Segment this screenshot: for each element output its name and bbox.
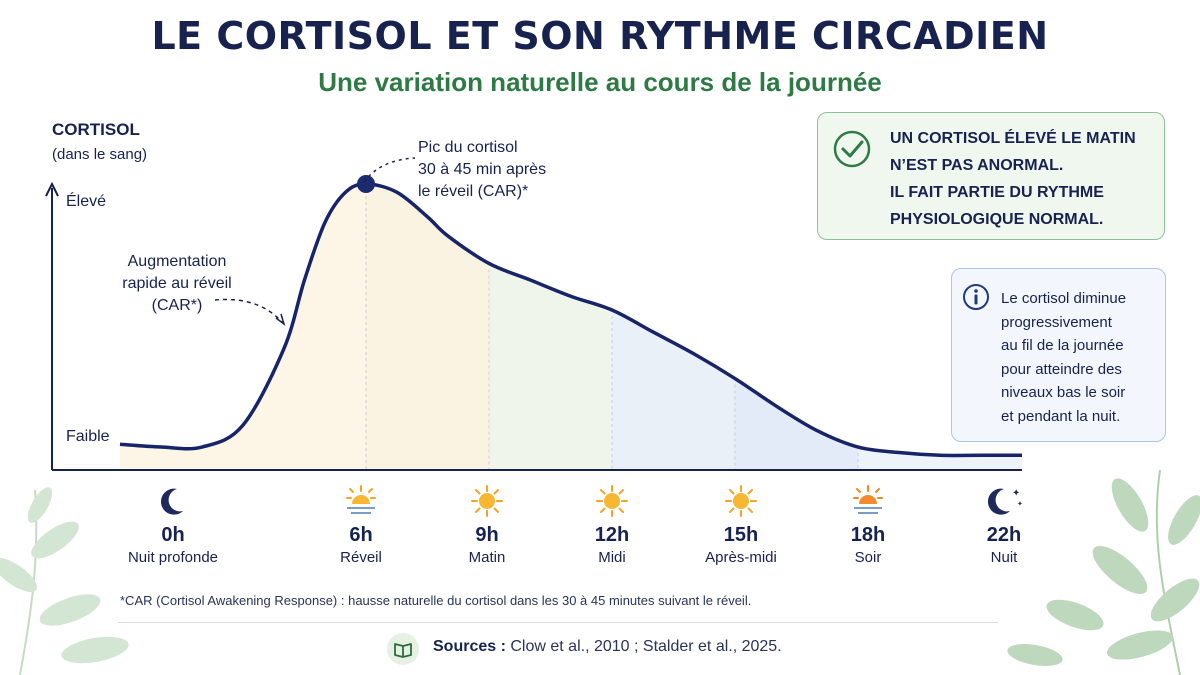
rise-annotation: Augmentation rapide au réveil (CAR*) bbox=[112, 251, 242, 317]
sun-icon bbox=[467, 484, 507, 518]
x-tick-period: Midi bbox=[598, 549, 626, 566]
moon-stars-icon: ✦ ✦ bbox=[984, 484, 1024, 518]
y-level-low: Faible bbox=[66, 428, 110, 445]
annotation-line: Augmentation bbox=[127, 253, 227, 270]
check-circle-icon bbox=[833, 130, 871, 168]
annotation-line: 30 à 45 min après bbox=[418, 161, 547, 178]
time-dividers bbox=[365, 190, 859, 470]
x-tick-hour: 22h bbox=[986, 524, 1022, 546]
peak-annotation: Pic du cortisol 30 à 45 min après le révei… bbox=[418, 137, 578, 203]
rise-arrow-head bbox=[275, 313, 286, 326]
y-axis-label: CORTISOL bbox=[52, 120, 140, 139]
sunset-icon bbox=[848, 484, 888, 518]
sources-text: Clow et al., 2010 ; Stalder et al., 2025… bbox=[510, 638, 782, 655]
info-icon bbox=[963, 284, 989, 310]
sources: Sources : Clow et al., 2010 ; Stalder et… bbox=[433, 638, 782, 656]
x-tick-period: Après-midi bbox=[705, 549, 777, 566]
leaves-left bbox=[0, 487, 129, 675]
y-axis-sublabel: (dans le sang) bbox=[52, 146, 148, 163]
x-tick-period: Soir bbox=[854, 549, 882, 566]
car-footnote: *CAR (Cortisol Awakening Response) : hau… bbox=[120, 593, 752, 608]
callout-line: N’EST PAS ANORMAL. bbox=[890, 157, 1064, 174]
page-title: LE CORTISOL ET SON RYTHME CIRCADIEN bbox=[151, 14, 1049, 58]
rise-annotation-line: Augmentation rapide au réveil (CAR*) bbox=[112, 251, 242, 317]
callout-line: UN CORTISOL ÉLEVÉ LE MATIN bbox=[890, 130, 1136, 147]
callout-line: et pendant la nuit. bbox=[1001, 407, 1121, 425]
leaves-right bbox=[1007, 469, 1200, 675]
x-tick-hour: 18h bbox=[850, 524, 886, 546]
callout-line: progressivement bbox=[1001, 313, 1112, 331]
callout-line: IL FAIT PARTIE DU RYTHME bbox=[890, 184, 1104, 201]
annotation-line: (CAR*) bbox=[151, 297, 203, 314]
x-tick-hour: 6h bbox=[349, 524, 373, 546]
callout-line: au fil de la journée bbox=[1001, 337, 1124, 354]
sources-label: Sources : bbox=[433, 638, 506, 655]
x-tick-period: Nuit profonde bbox=[127, 549, 219, 566]
annotation-line: le réveil (CAR)* bbox=[418, 183, 529, 200]
x-tick-period: Matin bbox=[468, 549, 506, 566]
sun-icon bbox=[721, 484, 761, 518]
y-axis-arrow bbox=[45, 181, 59, 197]
normal-callout-text: UN CORTISOL ÉLEVÉ LE MATIN N’EST PAS ANO… bbox=[890, 125, 1136, 233]
callout-line: pour atteindre des bbox=[1001, 360, 1122, 378]
callout-line: PHYSIOLOGIQUE NORMAL. bbox=[890, 211, 1104, 228]
x-tick-hour: 12h bbox=[594, 524, 630, 546]
svg-text:✦: ✦ bbox=[1017, 500, 1023, 508]
callout-line: niveaux bas le soir bbox=[1001, 384, 1126, 401]
y-level-high: Élevé bbox=[66, 193, 107, 210]
peak-annotation-line: Pic du cortisol 30 à 45 min après le révei… bbox=[418, 137, 578, 203]
x-tick-hour: 9h bbox=[475, 524, 499, 546]
svg-text:✦: ✦ bbox=[1012, 488, 1020, 499]
callout-line: Le cortisol diminue bbox=[1001, 290, 1127, 307]
moon-icon bbox=[153, 484, 193, 518]
footer-divider bbox=[118, 622, 998, 623]
page-subtitle: Une variation naturelle au cours de la j… bbox=[318, 67, 882, 97]
annotation-line: Pic du cortisol bbox=[418, 139, 518, 156]
x-tick-period: Nuit bbox=[990, 549, 1018, 566]
x-tick-hour: 0h bbox=[161, 524, 185, 546]
normal-callout: UN CORTISOL ÉLEVÉ LE MATIN N’EST PAS ANO… bbox=[817, 112, 1165, 240]
time-band bbox=[612, 184, 735, 470]
rise-annotation-arrow bbox=[214, 298, 283, 323]
decrease-callout: Le cortisol diminue progressivement au f… bbox=[951, 268, 1166, 442]
sunrise-icon bbox=[341, 484, 381, 518]
x-tick-hour: 15h bbox=[723, 524, 759, 546]
annotation-line: rapide au réveil bbox=[122, 275, 232, 292]
decrease-callout-text: Le cortisol diminue progressivement au f… bbox=[1001, 287, 1126, 428]
book-icon bbox=[387, 633, 419, 665]
peak-marker bbox=[357, 175, 375, 193]
sun-icon bbox=[592, 484, 632, 518]
x-tick-period: Réveil bbox=[340, 549, 382, 566]
cortisol-curve bbox=[119, 182, 1022, 458]
